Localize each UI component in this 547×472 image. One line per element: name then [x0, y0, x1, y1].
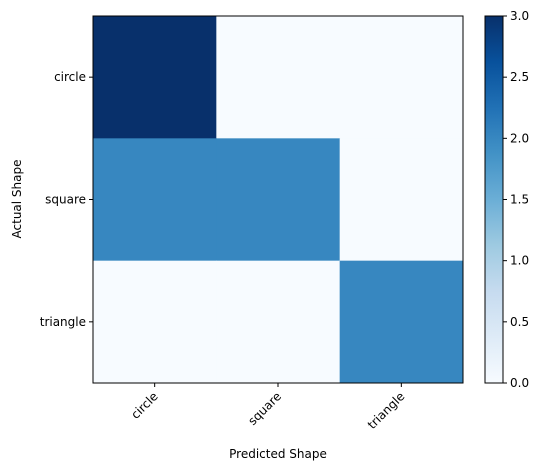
x-tick-label: triangle: [365, 389, 408, 432]
y-axis-ticks: circle square triangle: [40, 70, 93, 329]
heatmap-cell-triangle-triangle: [339, 260, 464, 384]
heatmap-cell-circle-circle: [93, 16, 217, 139]
colorbar: 0.0 0.5 1.0 1.5 2.0 2.5 3.0: [484, 9, 529, 390]
colorbar-tick-label: 0.5: [510, 315, 529, 329]
heatmap-cells: [93, 16, 464, 384]
colorbar-tick-label: 2.5: [510, 70, 529, 84]
colorbar-tick-label: 0.0: [510, 376, 529, 390]
heatmap-cell-circle-triangle: [339, 16, 464, 139]
x-tick-label: square: [245, 389, 284, 428]
heatmap-cell-circle-square: [216, 16, 341, 139]
x-axis-label: Predicted Shape: [229, 447, 327, 461]
heatmap-cell-square-circle: [93, 138, 217, 262]
y-tick-label: square: [45, 193, 86, 207]
colorbar-tick-label: 2.0: [510, 131, 529, 145]
heatmap-cell-square-triangle: [339, 138, 464, 262]
y-axis-label: Actual Shape: [10, 160, 24, 239]
x-axis-ticks: circle square triangle: [128, 383, 407, 432]
heatmap-cell-square-square: [216, 138, 341, 262]
y-tick-label: triangle: [40, 315, 86, 329]
colorbar-tick-label: 3.0: [510, 9, 529, 23]
heatmap-cell-triangle-circle: [93, 260, 217, 384]
colorbar-ticks: 0.0 0.5 1.0 1.5 2.0 2.5 3.0: [503, 9, 529, 390]
y-tick-label: circle: [54, 70, 86, 84]
x-tick-label: circle: [128, 389, 160, 421]
heatmap-cell-triangle-square: [216, 260, 341, 384]
colorbar-tick-label: 1.0: [510, 254, 529, 268]
colorbar-gradient: [484, 15, 504, 384]
colorbar-tick-label: 1.5: [510, 193, 529, 207]
